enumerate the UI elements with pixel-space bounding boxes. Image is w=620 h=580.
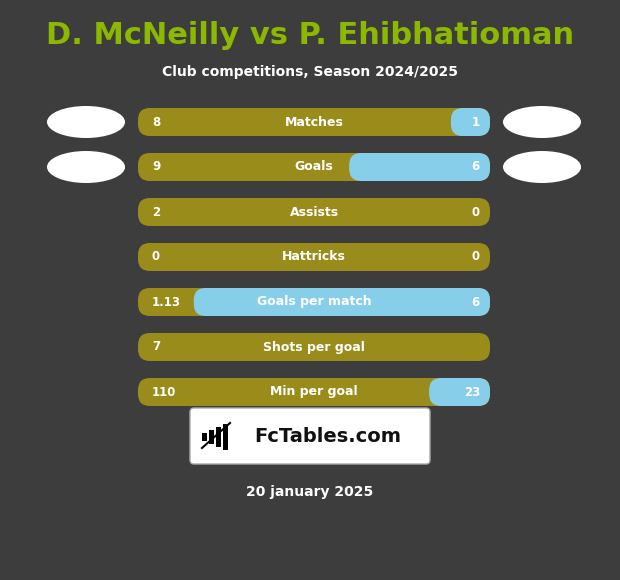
FancyBboxPatch shape (194, 288, 490, 316)
Ellipse shape (47, 106, 125, 138)
Text: 9: 9 (152, 161, 160, 173)
Text: Goals per match: Goals per match (257, 295, 371, 309)
Text: Min per goal: Min per goal (270, 386, 358, 398)
Text: Club competitions, Season 2024/2025: Club competitions, Season 2024/2025 (162, 65, 458, 79)
FancyBboxPatch shape (138, 378, 490, 406)
Text: Shots per goal: Shots per goal (263, 340, 365, 353)
Text: 0: 0 (472, 251, 480, 263)
Text: Goals: Goals (294, 161, 334, 173)
Text: 8: 8 (152, 115, 160, 129)
Text: 0: 0 (472, 205, 480, 219)
FancyBboxPatch shape (349, 153, 490, 181)
FancyBboxPatch shape (223, 424, 228, 450)
Text: 1: 1 (472, 115, 480, 129)
Text: 7: 7 (152, 340, 160, 353)
FancyBboxPatch shape (138, 333, 490, 361)
Text: Hattricks: Hattricks (282, 251, 346, 263)
FancyBboxPatch shape (138, 108, 490, 136)
FancyBboxPatch shape (451, 108, 490, 136)
Text: Matches: Matches (285, 115, 343, 129)
Text: 20 january 2025: 20 january 2025 (246, 485, 374, 499)
Text: 0: 0 (152, 251, 160, 263)
FancyBboxPatch shape (429, 378, 490, 406)
FancyBboxPatch shape (209, 430, 214, 444)
Text: 110: 110 (152, 386, 176, 398)
Ellipse shape (47, 151, 125, 183)
FancyBboxPatch shape (138, 153, 490, 181)
Ellipse shape (503, 106, 581, 138)
Text: Assists: Assists (290, 205, 339, 219)
Text: 6: 6 (472, 161, 480, 173)
Text: FcTables.com: FcTables.com (254, 426, 402, 445)
Text: 2: 2 (152, 205, 160, 219)
FancyBboxPatch shape (138, 288, 490, 316)
FancyBboxPatch shape (138, 243, 490, 271)
Text: 6: 6 (472, 295, 480, 309)
FancyBboxPatch shape (216, 427, 221, 447)
FancyBboxPatch shape (190, 408, 430, 464)
Text: 1.13: 1.13 (152, 295, 181, 309)
Text: D. McNeilly vs P. Ehibhatioman: D. McNeilly vs P. Ehibhatioman (46, 20, 574, 49)
FancyBboxPatch shape (138, 198, 490, 226)
FancyBboxPatch shape (202, 433, 207, 441)
Text: 23: 23 (464, 386, 480, 398)
Ellipse shape (503, 151, 581, 183)
